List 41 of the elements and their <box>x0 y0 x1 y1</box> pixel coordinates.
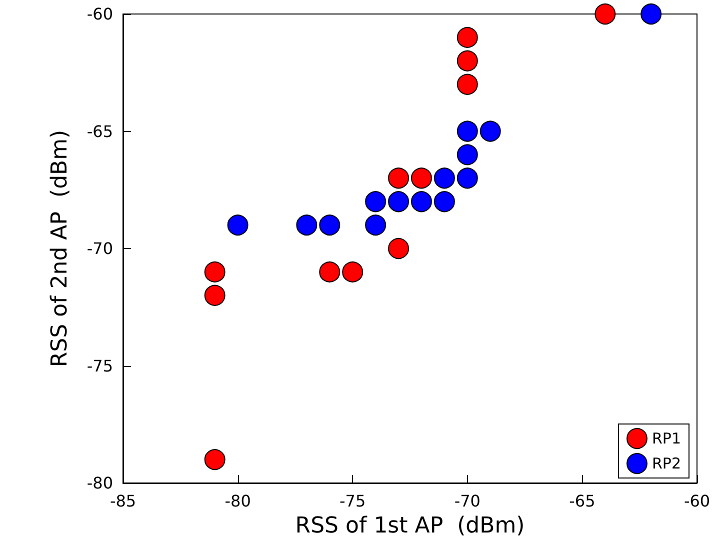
x-tick-label: -60 <box>684 492 710 510</box>
y-tick-label: -65 <box>86 122 113 141</box>
y-tick-label: -80 <box>86 474 113 492</box>
point <box>319 214 340 236</box>
point <box>480 120 501 142</box>
point <box>388 238 410 259</box>
point <box>434 168 455 189</box>
point <box>456 168 478 189</box>
point <box>388 168 410 189</box>
point <box>342 261 364 282</box>
point <box>456 144 478 166</box>
point <box>204 449 226 470</box>
x-tick-label: -65 <box>569 492 596 510</box>
point <box>365 191 386 212</box>
point <box>456 26 478 48</box>
point <box>594 4 616 24</box>
x-axis-title: RSS of 1st AP (dBm) <box>295 514 525 538</box>
point <box>319 261 340 282</box>
y-axis-title: RSS of 2nd AP (dBm) <box>48 130 72 368</box>
y-tick-label: -60 <box>86 4 113 24</box>
point <box>388 191 410 212</box>
point <box>411 191 432 212</box>
y-tick-label: -75 <box>86 356 113 376</box>
y-tick-label: -70 <box>86 239 113 258</box>
point <box>204 261 226 282</box>
point <box>640 4 662 24</box>
point <box>456 74 478 95</box>
x-tick-label: -75 <box>340 492 366 510</box>
legend-label: RP2 <box>652 454 682 472</box>
point <box>296 214 318 236</box>
point <box>365 214 386 236</box>
x-tick-label: -80 <box>224 492 251 510</box>
point <box>204 284 226 306</box>
legend-label: RP1 <box>652 430 682 448</box>
point <box>411 168 432 189</box>
x-tick-label: -85 <box>110 492 136 510</box>
x-tick-label: -70 <box>454 492 480 510</box>
point <box>456 50 478 72</box>
point <box>434 191 455 212</box>
point <box>227 214 248 236</box>
point <box>456 120 478 142</box>
